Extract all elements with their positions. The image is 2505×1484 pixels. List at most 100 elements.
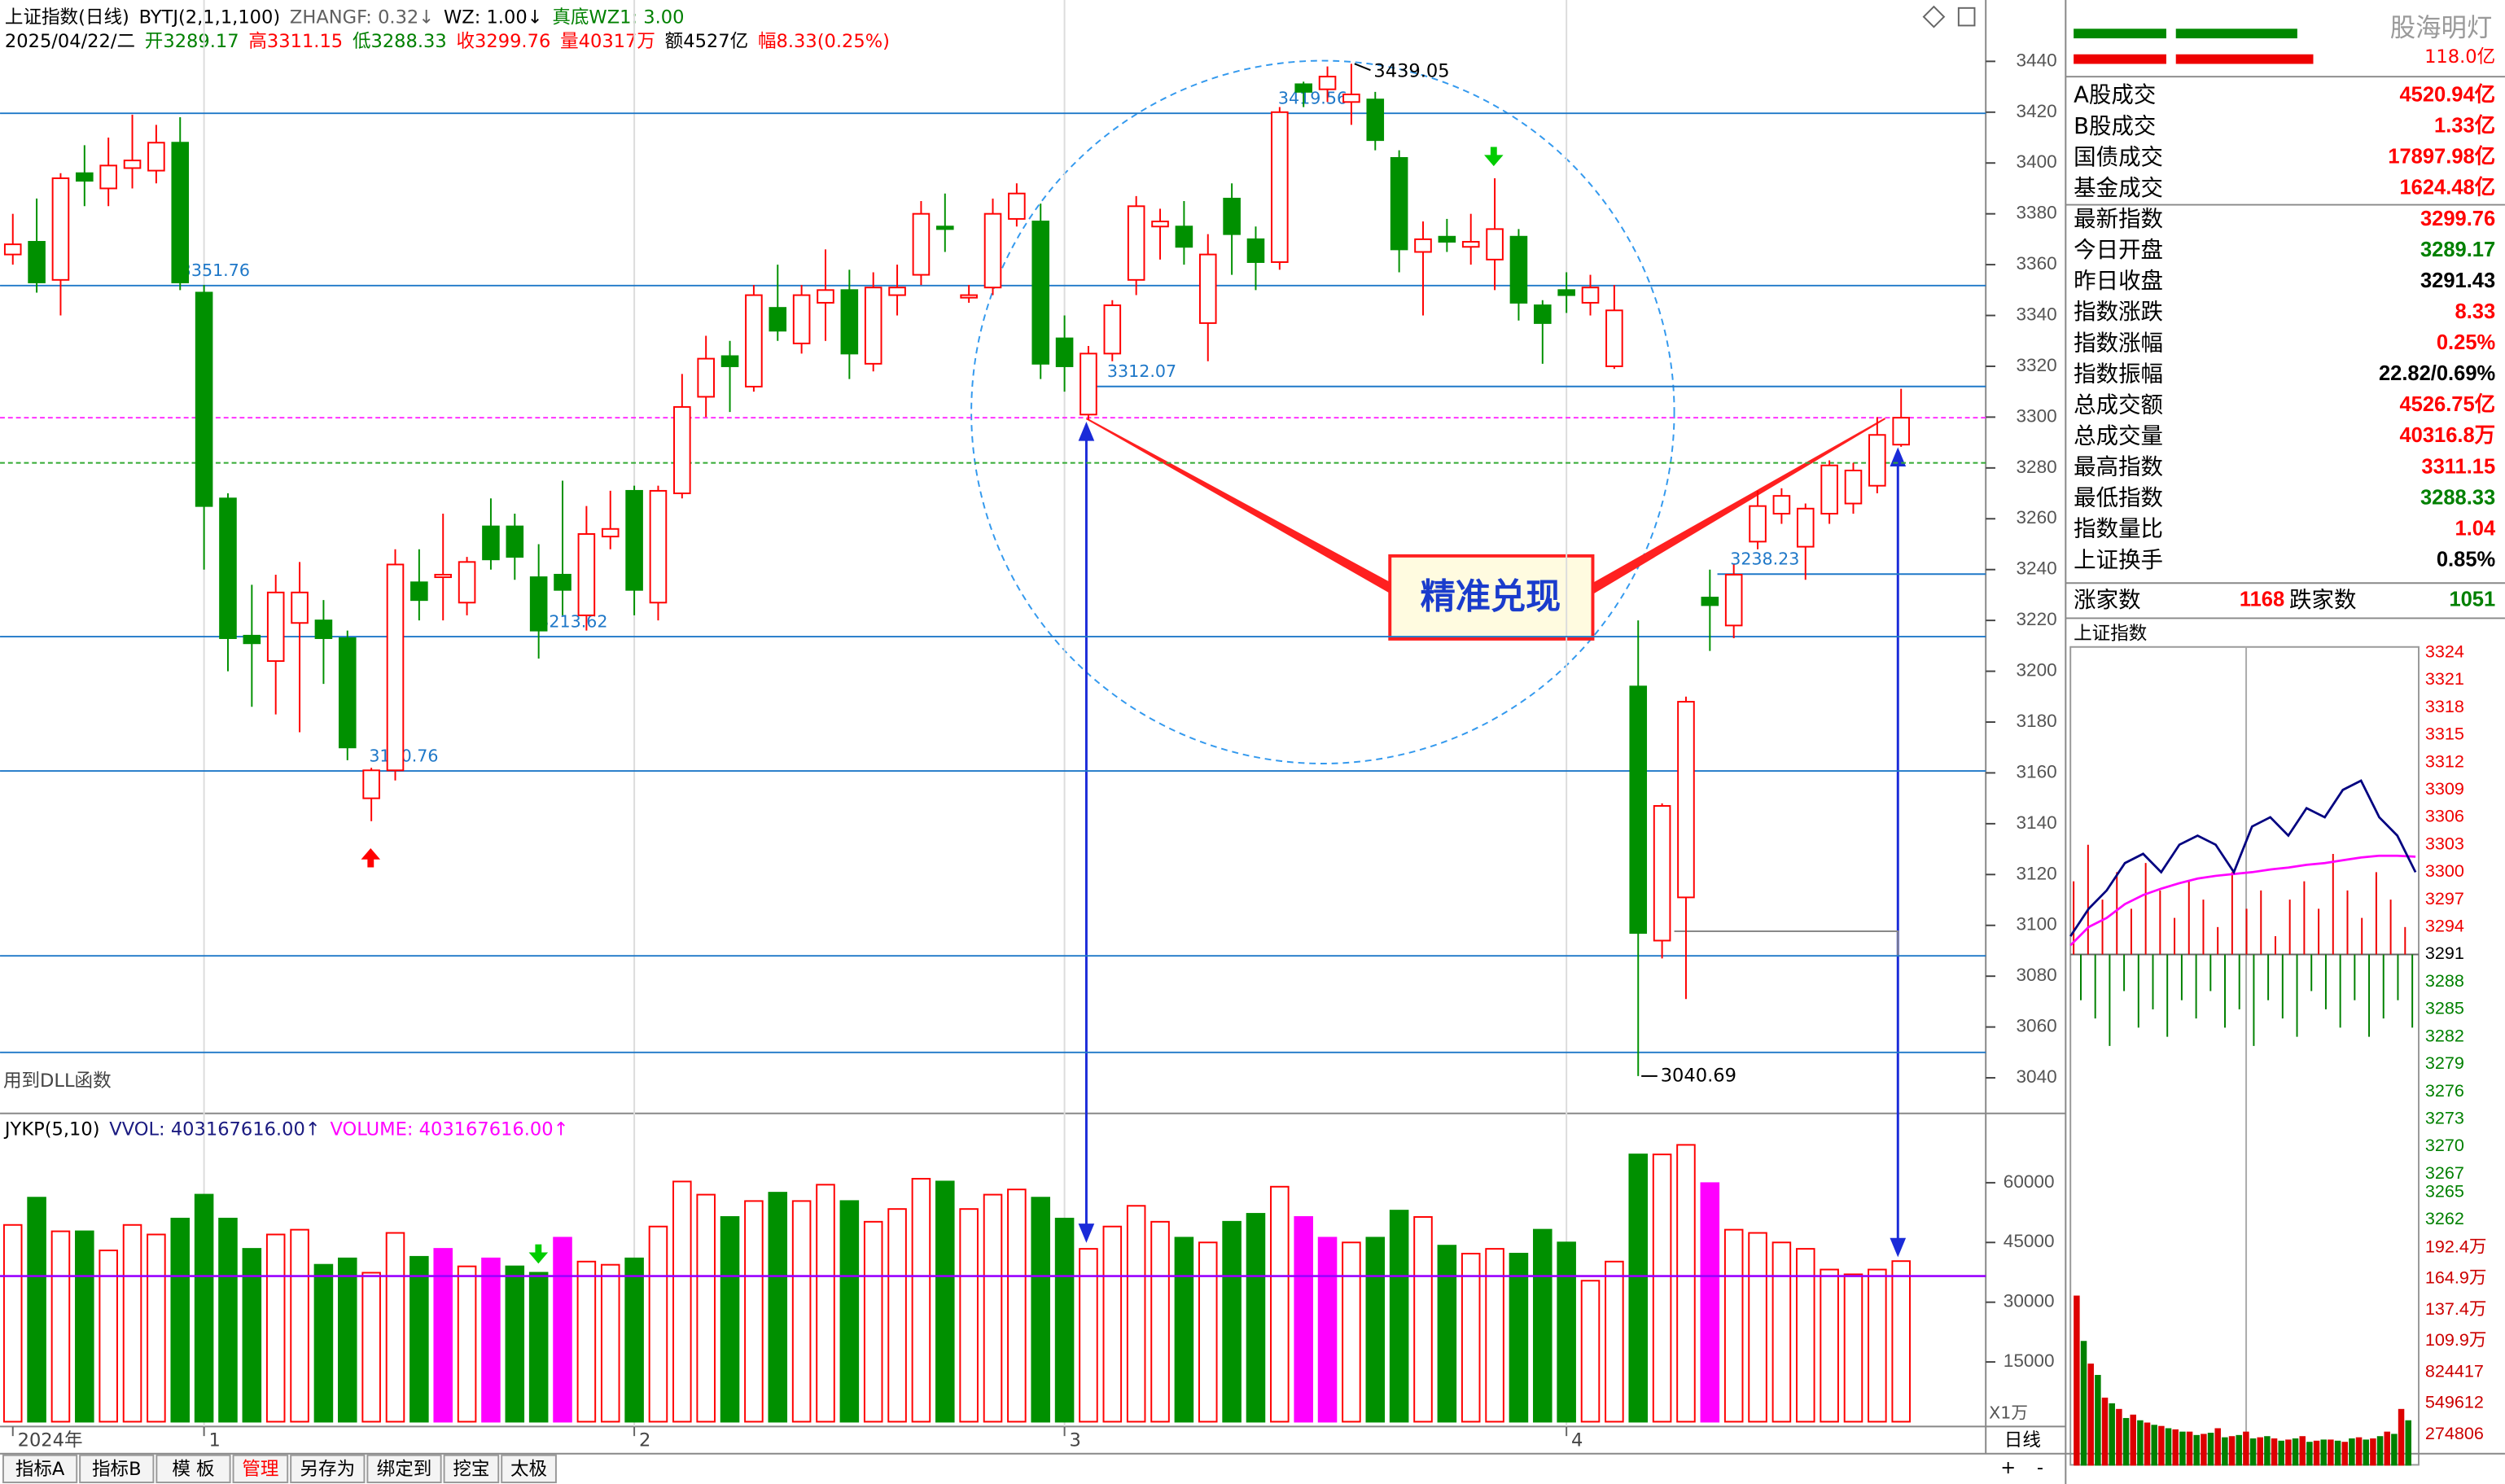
candle-body <box>1294 83 1312 93</box>
mini-volume-bar <box>2249 1438 2257 1466</box>
mini-y-label: 3276 <box>2425 1080 2464 1101</box>
header-item: 低3288.33 <box>353 31 447 52</box>
window-icon[interactable] <box>1957 7 1976 27</box>
tab[interactable] <box>2 1454 78 1484</box>
tab[interactable] <box>290 1454 366 1484</box>
mini-volume-bar <box>2313 1440 2320 1466</box>
y-tick-label: 3240 <box>2016 558 2056 579</box>
row-value: 8.33 <box>2455 300 2496 323</box>
tab-label[interactable]: 挖宝 <box>453 1459 489 1480</box>
candle-body <box>1796 507 1815 548</box>
y-tick-label: 15000 <box>2004 1350 2055 1371</box>
volume-bar <box>1031 1197 1051 1423</box>
tab[interactable] <box>501 1454 557 1484</box>
volume-bar <box>290 1228 309 1423</box>
volume-bar <box>338 1257 357 1423</box>
row-label: 指数振幅 <box>2074 361 2163 387</box>
candle-body <box>1008 192 1026 220</box>
header-item: 高3311.15 <box>248 31 343 52</box>
volume-bar <box>1389 1210 1409 1423</box>
tab[interactable] <box>443 1454 500 1484</box>
candle-body <box>577 533 596 616</box>
date-label: 2 <box>639 1430 650 1451</box>
tab[interactable] <box>155 1454 231 1484</box>
candle-body <box>1151 221 1169 228</box>
mini-vol-label: 274806 <box>2425 1423 2484 1443</box>
row-label: 指数涨跌 <box>2074 300 2163 325</box>
volume-bar <box>75 1230 94 1423</box>
volume-bar <box>218 1217 238 1423</box>
mini-volume-bar <box>2172 1429 2179 1466</box>
row-label: B股成交 <box>2074 114 2156 139</box>
candle-body <box>817 289 834 304</box>
header-item: BYTJ(2,1,1,100) <box>139 7 281 28</box>
tab-label[interactable]: 太极 <box>510 1459 547 1480</box>
volume-bar <box>1771 1241 1792 1423</box>
tab[interactable] <box>232 1454 289 1484</box>
mini-volume-bar <box>2122 1417 2130 1466</box>
candle-body <box>1629 685 1648 935</box>
tab-label[interactable]: 另存为 <box>300 1459 355 1480</box>
toolbar-button[interactable]: 日线 <box>2004 1430 2041 1451</box>
volume-header-item: JYKP(5,10) <box>3 1118 100 1140</box>
mini-volume-bar <box>2355 1437 2363 1466</box>
y-tick-label: 3420 <box>2016 101 2056 121</box>
candle-body <box>649 489 668 604</box>
toolbar-button[interactable]: - <box>2037 1457 2043 1478</box>
tab[interactable] <box>79 1454 155 1484</box>
mini-volume-bar <box>2151 1425 2157 1466</box>
volume-bar <box>935 1180 955 1423</box>
breadth-value: 1168 <box>2240 589 2284 611</box>
tab-label[interactable]: 绑定到 <box>377 1459 432 1480</box>
volume-bar <box>1413 1215 1433 1423</box>
candle-body <box>935 225 954 230</box>
date-label: 2024年 <box>18 1430 83 1451</box>
candle-body <box>314 619 333 639</box>
mini-vol-label: 109.9万 <box>2425 1329 2487 1350</box>
note: 用到DLL函数 <box>3 1070 112 1092</box>
row-value: 0.85% <box>2437 549 2495 571</box>
candle-body <box>1724 573 1743 627</box>
mini-y-label: 3303 <box>2425 833 2464 853</box>
mini-volume-bar <box>2214 1428 2221 1466</box>
volume-bar <box>1126 1205 1146 1423</box>
volume-bar <box>1365 1237 1386 1423</box>
candle-body <box>1055 337 1074 367</box>
tab[interactable] <box>366 1454 442 1484</box>
candle-body <box>1653 805 1671 942</box>
tab-label[interactable]: 指标B <box>92 1459 142 1480</box>
candle-body <box>840 289 859 355</box>
mini-y-label: 3300 <box>2425 860 2464 881</box>
diamond-icon[interactable] <box>1922 5 1946 28</box>
tab-label[interactable]: 管理 <box>242 1459 278 1480</box>
volume-bar <box>1700 1182 1720 1423</box>
volume-header-item: VVOL: 403167616.00↑ <box>109 1118 320 1140</box>
candle-body <box>1318 76 1337 90</box>
row-label: 今日开盘 <box>2074 238 2163 263</box>
row-label: 上证换手 <box>2074 548 2163 573</box>
mini-volume-bar <box>2228 1436 2236 1466</box>
candle-body <box>99 164 117 190</box>
mini-volume-bar <box>2384 1431 2390 1466</box>
volume-bar <box>1174 1237 1194 1423</box>
tab-label[interactable]: 指标A <box>15 1459 65 1480</box>
header-item: 额4527亿 <box>665 31 748 52</box>
volume-bar <box>672 1180 692 1423</box>
tab-label[interactable]: 模 板 <box>172 1459 214 1480</box>
candle-body <box>529 576 548 632</box>
row-value: 1.04 <box>2455 517 2496 540</box>
toolbar-button[interactable]: + <box>2000 1457 2016 1478</box>
mini-volume-bar <box>2264 1436 2271 1466</box>
y-tick-label: 3120 <box>2016 863 2056 883</box>
candle-body <box>625 489 643 591</box>
volume-bar <box>528 1272 549 1423</box>
date-label: 3 <box>1069 1430 1080 1451</box>
volume-bar <box>863 1220 883 1423</box>
volume-bar <box>505 1265 525 1423</box>
mini-y-label: 3312 <box>2425 751 2464 771</box>
y-tick-label: 3280 <box>2016 457 2056 477</box>
mini-y-label: 3288 <box>2425 970 2464 991</box>
candle-body <box>769 307 787 332</box>
highlight-circle <box>970 59 1675 764</box>
candle-body <box>171 142 190 283</box>
